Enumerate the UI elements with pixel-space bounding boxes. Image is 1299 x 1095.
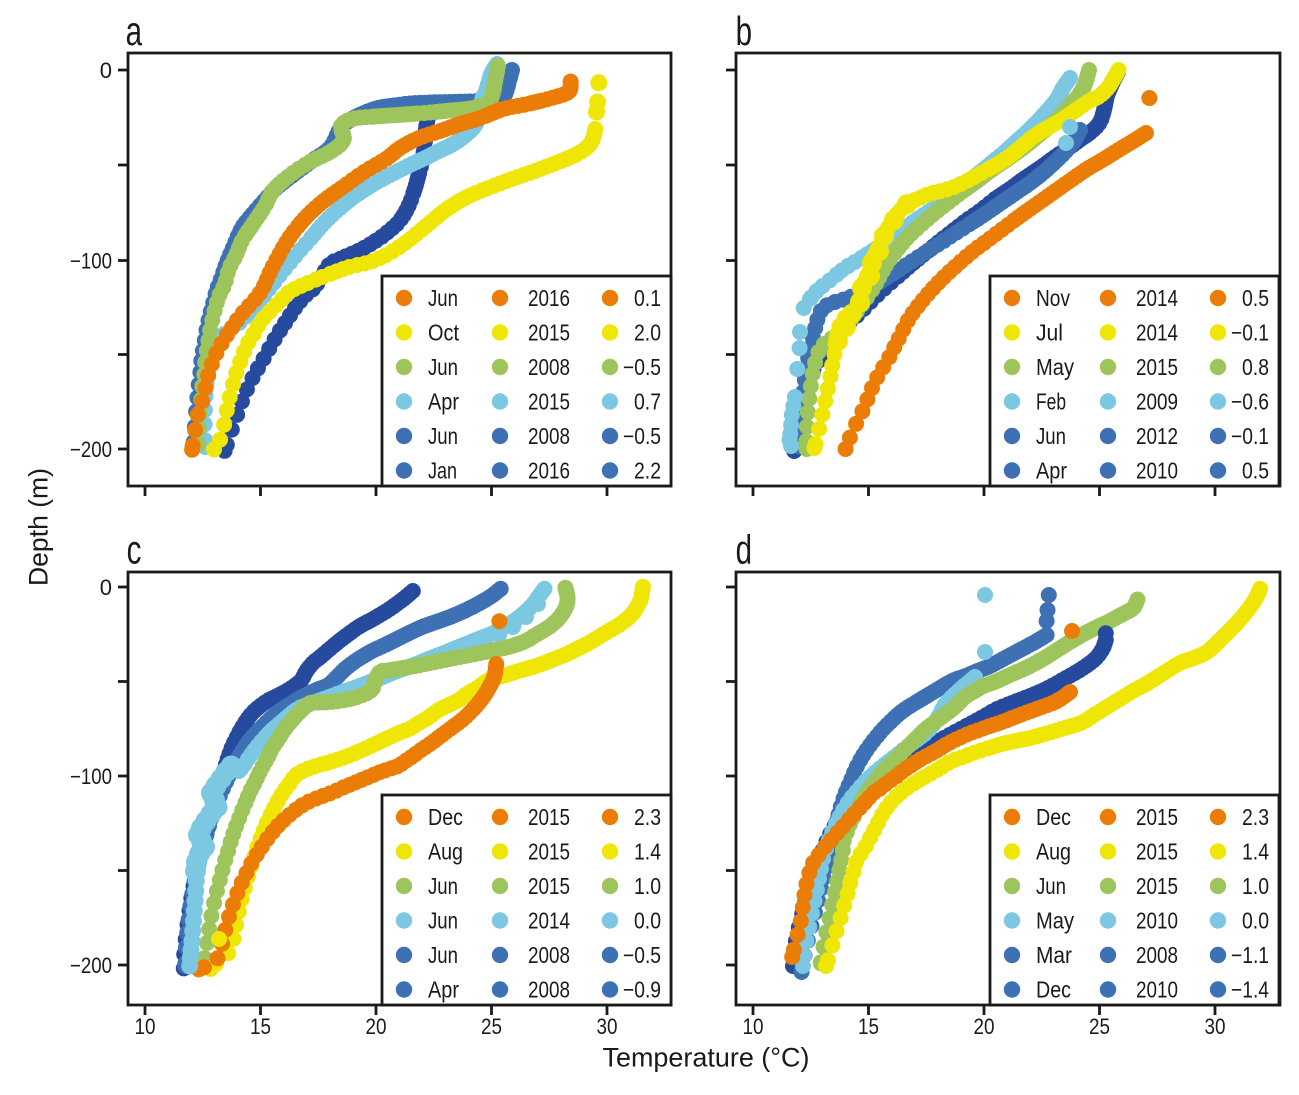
svg-text:Jan: Jan [428, 458, 457, 484]
svg-text:1.0: 1.0 [1242, 873, 1269, 899]
svg-text:c: c [127, 527, 142, 573]
svg-text:2.2: 2.2 [634, 458, 661, 484]
svg-text:20: 20 [366, 1014, 387, 1039]
svg-text:Apr: Apr [428, 977, 459, 1003]
svg-text:2008: 2008 [528, 977, 570, 1003]
svg-text:2014: 2014 [1136, 285, 1178, 311]
svg-text:30: 30 [597, 1014, 618, 1039]
svg-text:15: 15 [858, 1014, 879, 1039]
svg-text:2015: 2015 [528, 389, 570, 415]
svg-text:−0.5: −0.5 [623, 423, 661, 449]
svg-text:0.5: 0.5 [1242, 285, 1269, 311]
svg-text:Jul: Jul [1036, 320, 1063, 346]
svg-text:Dec: Dec [1036, 804, 1071, 830]
svg-text:2015: 2015 [1136, 873, 1178, 899]
svg-text:2014: 2014 [528, 908, 570, 934]
svg-text:b: b [736, 8, 752, 54]
svg-text:0.7: 0.7 [634, 389, 661, 415]
svg-text:d: d [736, 527, 752, 573]
svg-text:Apr: Apr [1036, 458, 1067, 484]
svg-text:2008: 2008 [528, 354, 570, 380]
svg-text:Nov: Nov [1036, 285, 1070, 311]
svg-text:2010: 2010 [1136, 908, 1178, 934]
svg-text:−200: −200 [70, 953, 112, 978]
svg-text:2015: 2015 [1136, 354, 1178, 380]
svg-text:Jun: Jun [428, 423, 458, 449]
svg-text:2015: 2015 [528, 839, 570, 865]
svg-text:Depth (m): Depth (m) [24, 468, 54, 586]
svg-text:Apr: Apr [428, 389, 459, 415]
svg-text:Feb: Feb [1036, 389, 1066, 415]
svg-text:1.4: 1.4 [634, 839, 661, 865]
svg-text:1.4: 1.4 [1242, 839, 1269, 865]
svg-text:−0.1: −0.1 [1231, 423, 1269, 449]
svg-text:Jun: Jun [1036, 423, 1066, 449]
svg-text:0.8: 0.8 [1242, 354, 1269, 380]
svg-text:2015: 2015 [1136, 839, 1178, 865]
svg-text:Aug: Aug [1036, 839, 1071, 865]
svg-text:2.3: 2.3 [1242, 804, 1269, 830]
svg-text:−0.5: −0.5 [623, 354, 661, 380]
svg-text:−1.1: −1.1 [1231, 942, 1269, 968]
svg-text:Dec: Dec [1036, 977, 1071, 1003]
svg-text:Aug: Aug [428, 839, 463, 865]
svg-text:2008: 2008 [528, 942, 570, 968]
svg-text:−1.4: −1.4 [1231, 977, 1269, 1003]
svg-text:2016: 2016 [528, 285, 570, 311]
svg-text:2014: 2014 [1136, 320, 1178, 346]
svg-text:25: 25 [1089, 1014, 1110, 1039]
svg-text:−0.1: −0.1 [1231, 320, 1269, 346]
svg-text:0.0: 0.0 [634, 908, 661, 934]
svg-text:2016: 2016 [528, 458, 570, 484]
svg-text:2015: 2015 [528, 873, 570, 899]
svg-text:0.5: 0.5 [1242, 458, 1269, 484]
svg-text:30: 30 [1205, 1014, 1226, 1039]
svg-text:2008: 2008 [1136, 942, 1178, 968]
svg-text:2015: 2015 [1136, 804, 1178, 830]
svg-text:2010: 2010 [1136, 458, 1178, 484]
svg-text:Oct: Oct [428, 320, 460, 346]
svg-text:−200: −200 [70, 437, 112, 462]
svg-text:2009: 2009 [1136, 389, 1178, 415]
svg-text:0: 0 [100, 575, 112, 600]
svg-text:Dec: Dec [428, 804, 463, 830]
svg-text:Jun: Jun [428, 285, 458, 311]
svg-text:−0.6: −0.6 [1231, 389, 1269, 415]
svg-text:Jun: Jun [428, 873, 458, 899]
svg-text:Jun: Jun [1036, 873, 1066, 899]
svg-text:Mar: Mar [1036, 942, 1072, 968]
svg-text:−0.5: −0.5 [623, 942, 661, 968]
svg-text:10: 10 [743, 1014, 764, 1039]
svg-text:Temperature (°C): Temperature (°C) [603, 1043, 810, 1073]
svg-text:2012: 2012 [1136, 423, 1178, 449]
svg-text:0: 0 [100, 58, 112, 83]
svg-text:0.1: 0.1 [634, 285, 661, 311]
svg-text:10: 10 [135, 1014, 156, 1039]
svg-text:−100: −100 [70, 764, 112, 789]
svg-text:May: May [1036, 908, 1074, 934]
svg-text:2.0: 2.0 [634, 320, 661, 346]
svg-text:Jun: Jun [428, 942, 458, 968]
svg-text:2008: 2008 [528, 423, 570, 449]
svg-text:−100: −100 [70, 249, 112, 274]
svg-text:2010: 2010 [1136, 977, 1178, 1003]
svg-text:May: May [1036, 354, 1074, 380]
svg-text:Jun: Jun [428, 908, 458, 934]
svg-text:25: 25 [481, 1014, 502, 1039]
svg-text:15: 15 [250, 1014, 271, 1039]
svg-text:Jun: Jun [428, 354, 458, 380]
svg-text:0.0: 0.0 [1242, 908, 1269, 934]
svg-text:2.3: 2.3 [634, 804, 661, 830]
svg-text:a: a [126, 8, 143, 54]
svg-text:20: 20 [974, 1014, 995, 1039]
svg-text:1.0: 1.0 [634, 873, 661, 899]
svg-text:2015: 2015 [528, 320, 570, 346]
svg-text:2015: 2015 [528, 804, 570, 830]
svg-text:−0.9: −0.9 [623, 977, 661, 1003]
